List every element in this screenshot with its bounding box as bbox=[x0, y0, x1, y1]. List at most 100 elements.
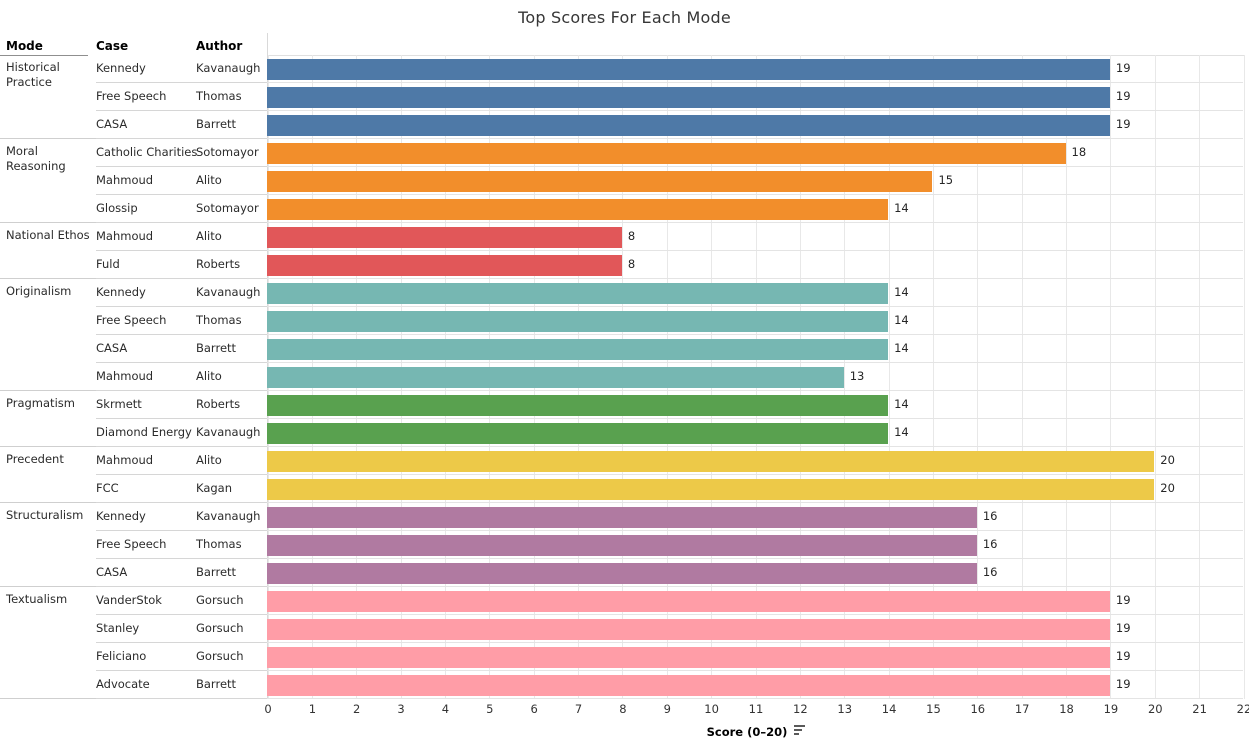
case-label[interactable]: Mahmoud bbox=[96, 363, 196, 391]
mode-label[interactable]: Textualism bbox=[0, 587, 96, 615]
mode-label[interactable]: Historical Practice bbox=[0, 55, 96, 89]
bar[interactable] bbox=[267, 535, 977, 556]
bar[interactable] bbox=[267, 675, 1110, 696]
author-label[interactable]: Thomas bbox=[196, 307, 267, 335]
author-label[interactable]: Barrett bbox=[196, 111, 267, 139]
case-label[interactable]: Advocate bbox=[96, 671, 196, 699]
author-label[interactable]: Alito bbox=[196, 447, 267, 475]
author-label[interactable]: Kavanaugh bbox=[196, 55, 267, 83]
case-label[interactable]: Free Speech bbox=[96, 307, 196, 335]
mode-label[interactable]: Moral Reasoning bbox=[0, 139, 96, 173]
bar[interactable] bbox=[267, 647, 1110, 668]
author-label[interactable]: Sotomayor bbox=[196, 195, 267, 223]
case-label[interactable]: Kennedy bbox=[96, 279, 196, 307]
column-header-case[interactable]: Case bbox=[96, 39, 129, 53]
case-label[interactable]: Mahmoud bbox=[96, 223, 196, 251]
bar[interactable] bbox=[267, 367, 844, 388]
mode-label[interactable] bbox=[0, 251, 96, 279]
mode-label[interactable] bbox=[0, 615, 96, 643]
mode-label[interactable] bbox=[0, 643, 96, 671]
case-label[interactable]: CASA bbox=[96, 559, 196, 587]
bar[interactable] bbox=[267, 115, 1110, 136]
case-label[interactable]: Catholic Charities bbox=[96, 139, 197, 167]
bar[interactable] bbox=[267, 171, 933, 192]
mode-label[interactable]: Structuralism bbox=[0, 503, 96, 531]
author-label[interactable]: Barrett bbox=[196, 335, 267, 363]
bar[interactable] bbox=[267, 59, 1110, 80]
mode-label[interactable] bbox=[0, 475, 96, 503]
mode-label[interactable] bbox=[0, 83, 96, 111]
case-label[interactable]: Free Speech bbox=[96, 531, 196, 559]
mode-label[interactable] bbox=[0, 363, 96, 391]
author-label[interactable]: Gorsuch bbox=[196, 615, 267, 643]
case-label[interactable]: Mahmoud bbox=[96, 167, 196, 195]
bar[interactable] bbox=[267, 87, 1110, 108]
table-row: National Ethos Mahmoud Alito 8 bbox=[0, 223, 1249, 251]
author-label[interactable]: Kagan bbox=[196, 475, 267, 503]
case-label[interactable]: Stanley bbox=[96, 615, 196, 643]
mode-label[interactable] bbox=[0, 307, 96, 335]
author-label[interactable]: Sotomayor bbox=[196, 139, 267, 167]
mode-label[interactable]: Originalism bbox=[0, 279, 96, 307]
author-label[interactable]: Kavanaugh bbox=[196, 503, 267, 531]
author-label[interactable]: Gorsuch bbox=[196, 643, 267, 671]
bar-track: 19 bbox=[267, 615, 1243, 643]
sort-descending-icon[interactable] bbox=[794, 725, 806, 737]
author-label[interactable]: Gorsuch bbox=[196, 587, 267, 615]
bar[interactable] bbox=[267, 479, 1155, 500]
author-label[interactable]: Kavanaugh bbox=[196, 279, 267, 307]
case-label[interactable]: Feliciano bbox=[96, 643, 196, 671]
bar[interactable] bbox=[267, 395, 889, 416]
author-label[interactable]: Alito bbox=[196, 363, 267, 391]
author-label[interactable]: Barrett bbox=[196, 559, 267, 587]
bar[interactable] bbox=[267, 199, 889, 220]
mode-label[interactable]: Precedent bbox=[0, 447, 96, 475]
bar[interactable] bbox=[267, 423, 889, 444]
case-label[interactable]: Kennedy bbox=[96, 503, 196, 531]
mode-label[interactable] bbox=[0, 167, 96, 195]
case-label[interactable]: VanderStok bbox=[96, 587, 196, 615]
author-label[interactable]: Roberts bbox=[196, 391, 267, 419]
bar[interactable] bbox=[267, 451, 1155, 472]
bar[interactable] bbox=[267, 339, 889, 360]
case-label[interactable]: Kennedy bbox=[96, 55, 196, 83]
bar[interactable] bbox=[267, 143, 1066, 164]
mode-label[interactable] bbox=[0, 531, 96, 559]
mode-label[interactable]: Pragmatism bbox=[0, 391, 96, 419]
bar[interactable] bbox=[267, 255, 622, 276]
author-label[interactable]: Alito bbox=[196, 167, 267, 195]
mode-label[interactable] bbox=[0, 671, 96, 699]
case-label[interactable]: FCC bbox=[96, 475, 196, 503]
bar[interactable] bbox=[267, 591, 1110, 612]
case-label[interactable]: Skrmett bbox=[96, 391, 196, 419]
author-label[interactable]: Alito bbox=[196, 223, 267, 251]
mode-label[interactable] bbox=[0, 111, 96, 139]
column-header-mode[interactable]: Mode bbox=[6, 39, 43, 53]
author-label[interactable]: Barrett bbox=[196, 671, 267, 699]
bar[interactable] bbox=[267, 311, 889, 332]
bar[interactable] bbox=[267, 507, 977, 528]
author-label[interactable]: Thomas bbox=[196, 531, 267, 559]
mode-label[interactable]: National Ethos bbox=[0, 223, 96, 251]
case-label[interactable]: Fuld bbox=[96, 251, 196, 279]
column-header-author[interactable]: Author bbox=[196, 39, 243, 53]
case-label[interactable]: Free Speech bbox=[96, 83, 196, 111]
author-label[interactable]: Kavanaugh bbox=[196, 419, 267, 447]
table-row: Historical Practice Kennedy Kavanaugh 19 bbox=[0, 55, 1249, 89]
mode-label[interactable] bbox=[0, 559, 96, 587]
case-label[interactable]: CASA bbox=[96, 111, 196, 139]
bar[interactable] bbox=[267, 227, 622, 248]
author-label[interactable]: Roberts bbox=[196, 251, 267, 279]
case-label[interactable]: Glossip bbox=[96, 195, 196, 223]
bar-value-label: 14 bbox=[894, 313, 909, 327]
case-label[interactable]: Diamond Energy bbox=[96, 419, 196, 447]
mode-label[interactable] bbox=[0, 419, 96, 447]
author-label[interactable]: Thomas bbox=[196, 83, 267, 111]
case-label[interactable]: CASA bbox=[96, 335, 196, 363]
bar[interactable] bbox=[267, 283, 889, 304]
case-label[interactable]: Mahmoud bbox=[96, 447, 196, 475]
bar[interactable] bbox=[267, 563, 977, 584]
mode-label[interactable] bbox=[0, 335, 96, 363]
bar[interactable] bbox=[267, 619, 1110, 640]
mode-label[interactable] bbox=[0, 195, 96, 223]
